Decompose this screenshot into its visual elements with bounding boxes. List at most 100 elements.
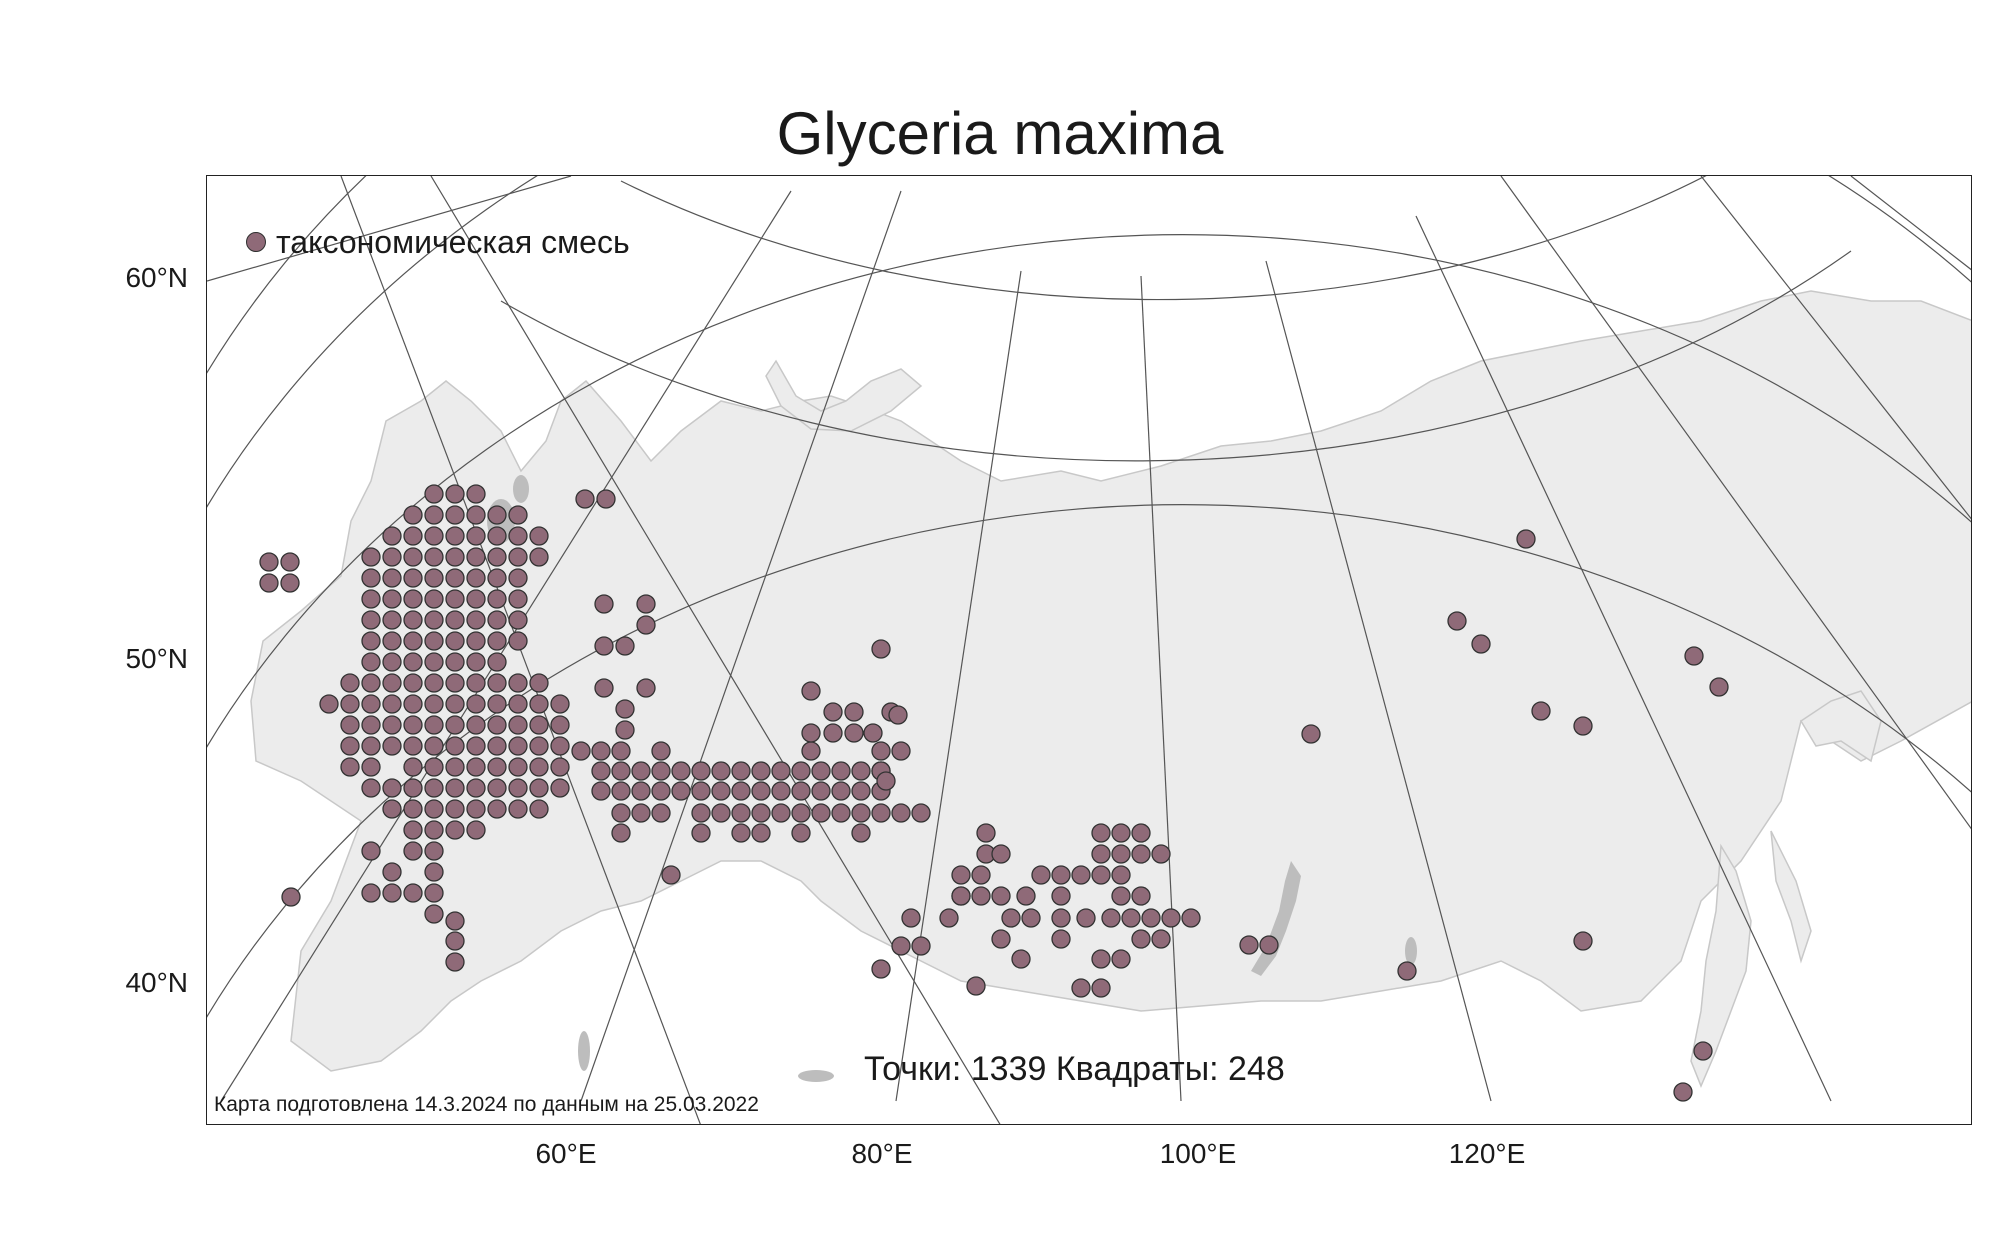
occurrence-point	[487, 610, 507, 630]
occurrence-point	[466, 715, 486, 735]
occurrence-point	[382, 715, 402, 735]
occurrence-point	[424, 610, 444, 630]
occurrence-point	[811, 803, 831, 823]
occurrence-point	[571, 741, 591, 761]
occurrence-point	[594, 678, 614, 698]
occurrence-point	[1111, 949, 1131, 969]
occurrence-point	[361, 841, 381, 861]
occurrence-point	[403, 715, 423, 735]
occurrence-point	[811, 761, 831, 781]
occurrence-point	[591, 741, 611, 761]
occurrence-point	[445, 673, 465, 693]
occurrence-point	[487, 715, 507, 735]
occurrence-point	[529, 757, 549, 777]
occurrence-point	[801, 681, 821, 701]
occurrence-point	[1091, 949, 1111, 969]
occurrence-point	[487, 547, 507, 567]
occurrence-point	[751, 803, 771, 823]
occurrence-point	[361, 547, 381, 567]
occurrence-point	[801, 741, 821, 761]
occurrence-point	[851, 761, 871, 781]
occurrence-point	[466, 652, 486, 672]
occurrence-point	[403, 652, 423, 672]
occurrence-point	[871, 639, 891, 659]
occurrence-point	[445, 652, 465, 672]
occurrence-point	[445, 631, 465, 651]
occurrence-point	[591, 781, 611, 801]
occurrence-point	[508, 631, 528, 651]
occurrence-point	[382, 694, 402, 714]
meridian-150e	[1500, 176, 1971, 830]
occurrence-point	[508, 799, 528, 819]
occurrence-point	[424, 694, 444, 714]
occurrence-point	[382, 589, 402, 609]
occurrence-point	[1693, 1041, 1713, 1061]
occurrence-point	[403, 505, 423, 525]
occurrence-point	[611, 823, 631, 843]
occurrence-point	[1101, 908, 1121, 928]
occurrence-point	[971, 865, 991, 885]
occurrence-point	[508, 715, 528, 735]
occurrence-point	[466, 505, 486, 525]
occurrence-point	[1071, 978, 1091, 998]
occurrence-point	[691, 823, 711, 843]
occurrence-point	[1091, 823, 1111, 843]
occurrence-point	[487, 673, 507, 693]
occurrence-point	[791, 823, 811, 843]
occurrence-point	[529, 673, 549, 693]
meridian-100e	[1140, 275, 1182, 1102]
occurrence-point	[259, 573, 279, 593]
occurrence-point	[911, 803, 931, 823]
occurrence-point	[382, 673, 402, 693]
occurrence-point	[382, 610, 402, 630]
occurrence-point	[823, 723, 843, 743]
occurrence-point	[771, 781, 791, 801]
occurrence-point	[611, 781, 631, 801]
parallel-70n	[500, 250, 1852, 462]
occurrence-point	[711, 761, 731, 781]
occurrence-point	[424, 883, 444, 903]
occurrence-point	[487, 568, 507, 588]
occurrence-point	[871, 741, 891, 761]
parallel-65n	[207, 176, 367, 374]
occurrence-point	[508, 568, 528, 588]
parallel-50n	[207, 234, 1971, 748]
occurrence-point	[424, 673, 444, 693]
occurrence-point	[731, 803, 751, 823]
occurrence-point	[1301, 724, 1321, 744]
occurrence-point	[529, 799, 549, 819]
occurrence-point	[1141, 908, 1161, 928]
occurrence-point	[711, 803, 731, 823]
occurrence-point	[466, 568, 486, 588]
occurrence-point	[594, 636, 614, 656]
occurrence-point	[403, 631, 423, 651]
occurrence-markers	[259, 484, 1729, 1102]
occurrence-point	[871, 959, 891, 979]
occurrence-point	[1091, 978, 1111, 998]
occurrence-point	[951, 865, 971, 885]
occurrence-point	[487, 652, 507, 672]
lat-label-50n: 50°N	[125, 643, 188, 674]
map-credit: Карта подготовлена 14.3.2024 по данным н…	[214, 1093, 759, 1116]
occurrence-point	[891, 803, 911, 823]
occurrence-point	[594, 594, 614, 614]
lat-label-60n: 60°N	[125, 262, 188, 293]
occurrence-point	[871, 803, 891, 823]
occurrence-point	[991, 844, 1011, 864]
circle-marker-icon	[246, 232, 266, 252]
occurrence-point	[403, 526, 423, 546]
occurrence-point	[731, 823, 751, 843]
occurrence-point	[361, 673, 381, 693]
occurrence-point	[403, 841, 423, 861]
occurrence-point	[831, 803, 851, 823]
occurrence-point	[508, 673, 528, 693]
occurrence-point	[382, 778, 402, 798]
occurrence-point	[851, 823, 871, 843]
occurrence-point	[403, 589, 423, 609]
occurrence-point	[424, 505, 444, 525]
occurrence-point	[1447, 611, 1467, 631]
occurrence-point	[1051, 908, 1071, 928]
occurrence-point	[361, 736, 381, 756]
occurrence-point	[445, 952, 465, 972]
occurrence-point	[361, 610, 381, 630]
